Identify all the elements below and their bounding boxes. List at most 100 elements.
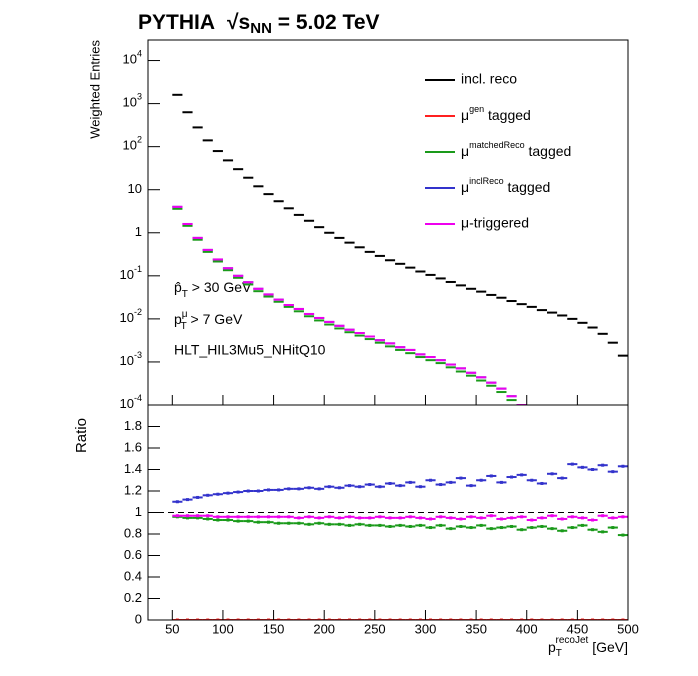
ratio-marker (540, 618, 544, 620)
ratio-marker (449, 516, 453, 520)
ratio-point (192, 514, 203, 518)
ratio-marker (307, 486, 311, 490)
y-tick-label-part: -1 (134, 264, 142, 274)
ratio-axis-title: Ratio (73, 418, 90, 453)
ratio-point (384, 516, 396, 520)
ratio-point (354, 485, 365, 489)
ratio-marker (580, 465, 584, 469)
ratio-marker (621, 464, 625, 468)
ratio-marker (307, 522, 311, 526)
ratio-point (577, 618, 588, 620)
x-title-part: p (548, 639, 556, 655)
x-axis-title: pTrecoJet [GeV] (548, 635, 628, 659)
ratio-point (526, 478, 537, 482)
ratio-marker (226, 491, 230, 495)
ratio-point (536, 481, 547, 485)
annotation-part: T (181, 321, 187, 332)
x-tick-label: 300 (415, 621, 437, 636)
ratio-marker (388, 481, 392, 485)
ratio-point (172, 618, 183, 620)
ratio-point (384, 524, 396, 528)
ratio-point (243, 515, 254, 519)
ratio-point (314, 618, 325, 620)
ratio-point (455, 618, 466, 620)
ratio-marker (236, 618, 240, 620)
ratio-point (293, 487, 304, 491)
ratio-point (222, 518, 234, 522)
ratio-point (273, 618, 284, 620)
ratio-point (546, 472, 558, 476)
ratio-marker (580, 516, 584, 520)
ratio-marker (611, 470, 615, 474)
ratio-point (263, 488, 274, 492)
ratio-point (516, 515, 527, 519)
ratio-point (476, 478, 487, 482)
ratio-point (202, 618, 213, 620)
plot-area (172, 93, 628, 405)
ratio-marker (560, 476, 564, 480)
ratio-marker (398, 523, 402, 527)
ratio-marker (185, 498, 189, 502)
ratio-marker (429, 517, 433, 521)
ratio-point (243, 519, 254, 523)
ratio-marker (206, 514, 210, 518)
ratio-marker (267, 488, 271, 492)
ratio-point (395, 618, 406, 620)
ratio-marker (499, 517, 503, 521)
ratio-marker (540, 516, 544, 520)
ratio-marker (611, 526, 615, 530)
ratio-marker (196, 495, 200, 499)
ratio-marker (368, 516, 372, 520)
ratio-point (587, 618, 598, 620)
ratio-marker (236, 490, 240, 494)
y-tick-label: 103 (123, 92, 142, 110)
ratio-marker (317, 521, 321, 525)
ratio-point (455, 517, 466, 521)
ratio-point (597, 618, 608, 620)
ratio-point (445, 527, 456, 531)
ratio-marker (429, 526, 433, 530)
ratio-point (374, 523, 385, 527)
ratio-marker (499, 480, 503, 484)
ratio-point (253, 489, 264, 493)
ratio-marker (398, 516, 402, 520)
ratio-marker (196, 516, 200, 520)
ratio-marker (196, 514, 200, 518)
ratio-marker (510, 618, 514, 620)
ratio-point (425, 478, 436, 482)
ratio-point (567, 515, 578, 519)
ratio-point (283, 521, 294, 525)
y-tick-label: 0 (135, 611, 142, 626)
ratio-marker (256, 515, 260, 519)
ratio-marker (418, 523, 422, 527)
ratio-marker (267, 515, 271, 519)
ratio-point (172, 500, 183, 504)
x-title-part: [GeV] (588, 639, 628, 655)
ratio-marker (297, 487, 301, 491)
ratio-marker (236, 519, 240, 523)
y-tick-label: 1.6 (124, 439, 142, 454)
ratio-marker (621, 618, 625, 620)
ratio-marker (226, 618, 230, 620)
title-part: NN (250, 20, 272, 37)
ratio-point (374, 515, 385, 519)
ratio-point (486, 618, 497, 620)
ratio-marker (418, 516, 422, 520)
ratio-marker (175, 618, 179, 620)
ratio-point (354, 516, 365, 520)
y-tick-label: 10-2 (120, 307, 142, 325)
y-tick-label-part: 10 (123, 52, 137, 67)
ratio-point (567, 618, 578, 620)
y-tick-label: 0.8 (124, 525, 142, 540)
chart-title: PYTHIA √sNN = 5.02 TeV (138, 11, 380, 37)
ratio-point (465, 526, 477, 530)
ratio-point (212, 492, 223, 496)
ratio-point (283, 515, 294, 519)
ratio-marker (297, 618, 301, 620)
y-tick-label: 0.6 (124, 547, 142, 562)
ratio-marker (591, 468, 595, 471)
ratio-marker (378, 515, 382, 519)
ratio-marker (175, 500, 179, 504)
ratio-marker (570, 515, 574, 519)
ratio-point (405, 515, 416, 519)
